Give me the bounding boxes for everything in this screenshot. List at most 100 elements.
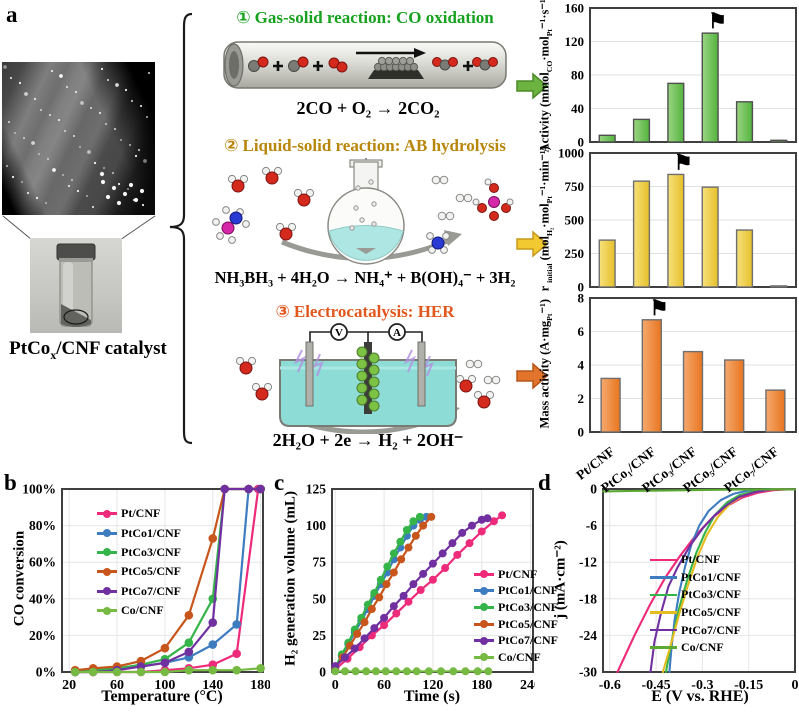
data-point (484, 667, 493, 676)
data-point (184, 638, 194, 648)
legend-marker (650, 628, 677, 632)
x-tick-label: 180 (471, 678, 492, 693)
legend-marker (97, 509, 117, 518)
bar (701, 186, 719, 288)
y-tick-label: -18 (579, 591, 597, 606)
data-point (404, 543, 413, 552)
y-tick-label: 1000 (558, 147, 584, 161)
electrode-icon (417, 341, 426, 407)
legend-item: PtCo5/CNF (650, 604, 741, 622)
data-point (465, 539, 474, 548)
legend-marker (474, 653, 494, 662)
lsv-chart: -0.6 -0.45 -0.3 -0.15 0 0 -6 -12 -18 -24 -30 (579, 482, 799, 694)
legend-item: PtCo1/CNF (474, 583, 558, 600)
data-point (362, 667, 371, 676)
legend-item: Co/CNF (474, 649, 558, 666)
data-point (350, 644, 359, 653)
data-point (453, 550, 462, 559)
catalyst-tray-icon (368, 70, 424, 79)
her-bar-chart: 0 2 4 6 8 ⚑ (578, 292, 797, 438)
data-point (461, 667, 470, 676)
y-tick-label: 0 (578, 280, 585, 294)
legend-marker (474, 603, 494, 612)
yellow-block-arrow-icon (516, 230, 549, 258)
panel-c-label: c (274, 470, 285, 495)
bar (598, 134, 616, 143)
legend-label: PtCo3/CNF (121, 544, 181, 559)
data-point (160, 643, 170, 653)
x-tick-label: 180 (250, 678, 270, 693)
data-point (415, 512, 424, 521)
data-point (427, 512, 436, 521)
time-axis-title: Time (s) (403, 688, 461, 705)
reaction1-equation: 2CO + O₂ → 2CO₂ (296, 98, 440, 118)
data-point (380, 621, 389, 630)
electrode-icon (305, 341, 314, 407)
legend-label: Pt/CNF (121, 506, 161, 521)
y-tick-label: 75 (313, 555, 327, 570)
data-point (381, 667, 390, 676)
legend-item: Pt/CNF (650, 551, 741, 569)
orange-block-arrow-icon (516, 362, 549, 390)
electric-glow-icon (293, 349, 434, 377)
y-tick-label: 500 (565, 213, 585, 228)
data-point (477, 527, 486, 536)
y-tick-label: 50 (313, 591, 327, 606)
y-tick-label: -24 (579, 628, 597, 643)
data-point (112, 667, 122, 677)
data-point (136, 667, 146, 677)
tem-particles (3, 65, 151, 209)
data-point (428, 559, 437, 568)
legend-item: PtCo5/CNF (474, 616, 558, 633)
x-tick-label: -0.15 (734, 678, 763, 693)
bar (641, 319, 662, 433)
data-point (360, 618, 369, 627)
bar (770, 285, 788, 288)
data-point (184, 647, 194, 657)
co-conversion-chart: 20 60 100 140 180 0% 20% 40% 60% 80% 100% (22, 482, 270, 694)
data-point (389, 549, 398, 558)
data-point (232, 649, 241, 658)
legend-marker (650, 593, 677, 597)
legend-marker (650, 611, 677, 614)
ammeter-icon (388, 323, 406, 341)
data-point (160, 658, 170, 668)
data-point (467, 521, 476, 530)
x-tick-label: 140 (202, 678, 223, 693)
data-point (416, 586, 425, 595)
plot-border (589, 152, 797, 288)
catalyst-label: PtCox/CNF catalyst (9, 338, 167, 362)
x-tick-label: 100 (154, 678, 175, 693)
legend-marker (97, 548, 117, 557)
data-point (360, 634, 369, 643)
reaction2-title-text: Liquid-solid reaction: AB hydrolysis (242, 136, 506, 155)
legend-panel-b: Pt/CNF PtCo1/CNF PtCo3/CNF PtCo5/CNF PtCo7/C… (97, 504, 181, 620)
data-point (208, 534, 218, 543)
data-point (376, 575, 385, 584)
best-flag-icon: ⚑ (674, 150, 693, 174)
series-line (334, 517, 489, 668)
legend-item: Pt/CNF (97, 504, 181, 523)
data-point (383, 562, 392, 571)
reaction2-equation: NH₃BH₃ + 4H₂O → NH₄⁺ + B(OH)₄⁻ + 3H₂ (214, 268, 516, 287)
legend-item: PtCo5/CNF (97, 562, 181, 581)
potential-axis-title: E (V vs. RHE) (651, 688, 749, 705)
data-point (473, 667, 482, 676)
series-line (649, 488, 797, 674)
data-point (448, 539, 457, 548)
legend-item: PtCo7/CNF (650, 621, 741, 639)
y-tick-label: 4 (578, 358, 585, 373)
data-point (397, 555, 406, 564)
voltmeter-icon (330, 323, 348, 341)
reaction3-title: ③ Electrocatalysis: HER (195, 302, 535, 322)
data-point (256, 664, 265, 673)
legend-marker (650, 576, 677, 579)
y-tick-label: 80 (571, 68, 584, 83)
y-tick-label: 125 (306, 482, 327, 497)
data-point (375, 593, 384, 602)
x-tick-label: 60 (377, 678, 391, 693)
legend-label: Co/CNF (681, 640, 724, 655)
legend-item: PtCo3/CNF (97, 543, 181, 562)
y-tick-label: 250 (565, 246, 585, 261)
reaction3-title-text: Electrocatalysis: HER (293, 302, 455, 321)
